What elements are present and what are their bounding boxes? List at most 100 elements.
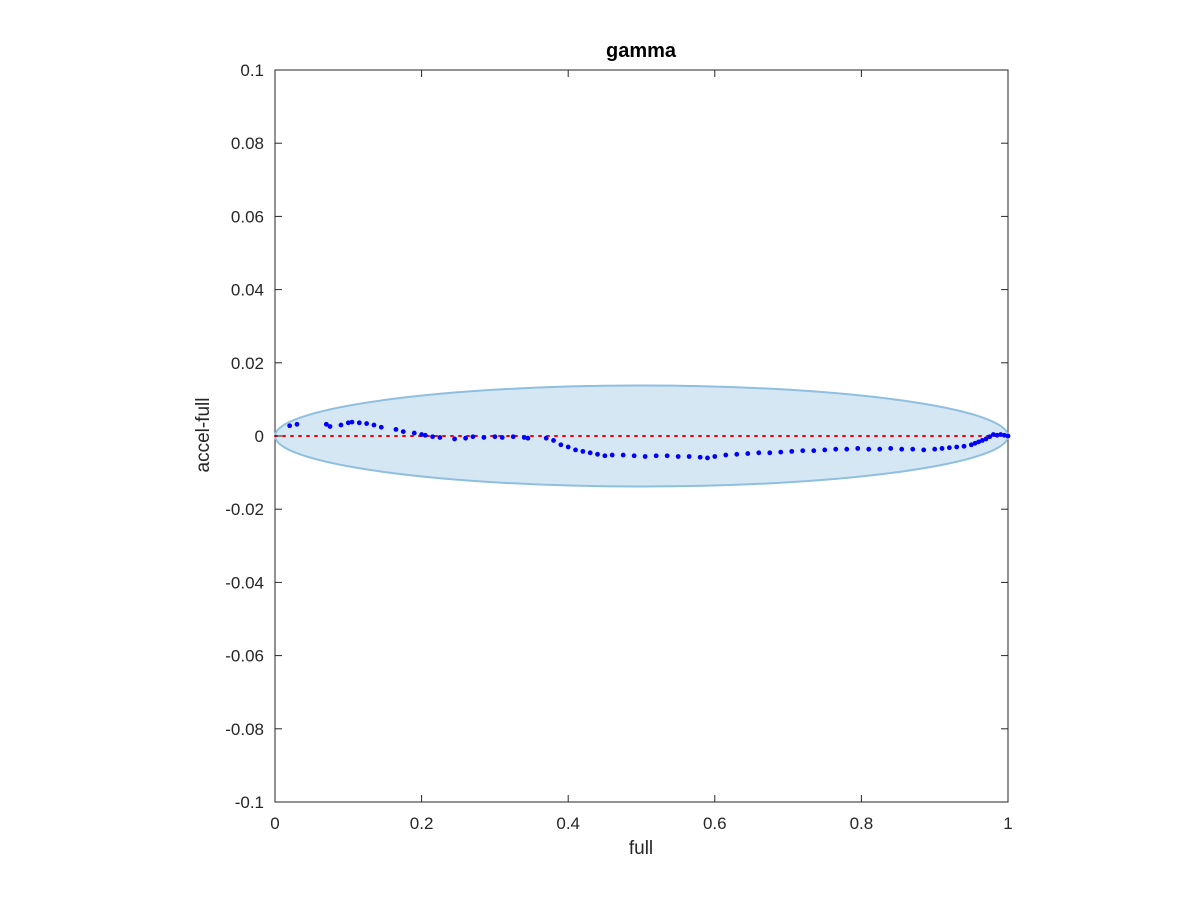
data-point: [946, 445, 952, 451]
data-point: [287, 423, 293, 429]
data-point: [888, 446, 894, 451]
data-point: [558, 442, 564, 448]
data-point: [968, 442, 974, 448]
data-point: [921, 447, 927, 453]
y-tick-label: 0.02: [231, 354, 264, 373]
x-axis-label: full: [629, 838, 653, 859]
data-point: [393, 427, 399, 432]
data-point: [675, 454, 681, 459]
data-point: [411, 430, 417, 436]
data-point: [756, 450, 762, 456]
y-axis-label: accel-full: [193, 398, 214, 473]
data-point: [609, 452, 615, 458]
x-tick-label: 0.6: [703, 814, 727, 833]
data-point: [620, 452, 626, 458]
data-point: [844, 446, 850, 452]
y-tick-label: -0.06: [225, 647, 264, 666]
data-point: [712, 454, 718, 459]
data-point: [686, 454, 692, 459]
data-point: [364, 421, 370, 426]
data-point: [631, 453, 637, 459]
data-point: [998, 432, 1004, 437]
y-tick-label: -0.08: [225, 720, 264, 739]
data-point: [972, 440, 978, 446]
data-point: [378, 424, 384, 430]
x-tick-label: 0.8: [850, 814, 874, 833]
data-point: [939, 446, 945, 451]
data-point: [910, 446, 916, 452]
data-point: [323, 421, 329, 427]
data-point: [521, 435, 527, 440]
data-point: [653, 453, 659, 459]
y-tick-label: 0: [255, 427, 264, 446]
data-point: [573, 447, 578, 453]
data-point: [932, 446, 938, 452]
data-point: [452, 436, 457, 442]
data-point: [580, 448, 586, 454]
y-tick-label: -0.02: [225, 500, 264, 519]
data-point: [587, 450, 593, 456]
y-tick-label: 0.06: [231, 207, 264, 226]
data-point: [602, 453, 608, 459]
data-point: [855, 446, 861, 451]
y-tick-label: 0.04: [231, 281, 264, 300]
x-tick-label: 0.4: [556, 814, 580, 833]
data-point: [734, 451, 740, 457]
data-point: [833, 446, 839, 452]
y-tick-label: 0.1: [240, 61, 264, 80]
plot-area: 0 0.2 0.4 0.6 0.8 1 0.1 0.08 0.06 0.04 0.02 0 -0.02 -…: [225, 61, 1012, 833]
data-point: [1001, 432, 1007, 438]
data-point: [822, 447, 828, 453]
x-tick-label: 1: [1003, 814, 1012, 833]
data-point: [961, 443, 967, 449]
data-point: [294, 421, 300, 427]
data-point: [371, 422, 377, 428]
data-point: [543, 435, 549, 441]
data-point: [356, 420, 362, 426]
data-point: [811, 448, 817, 454]
data-point: [430, 434, 435, 440]
data-point: [866, 446, 872, 452]
data-point: [954, 444, 960, 450]
data-point: [463, 435, 468, 441]
data-point: [705, 455, 710, 461]
data-point: [492, 434, 498, 440]
data-point: [437, 435, 443, 440]
data-point: [877, 446, 883, 452]
data-point: [1005, 433, 1011, 439]
data-point: [979, 437, 985, 443]
data-point: [778, 449, 784, 455]
data-point: [983, 436, 989, 442]
data-point: [987, 434, 993, 440]
data-point: [899, 446, 905, 452]
data-point: [595, 451, 600, 457]
y-tick-label: -0.1: [235, 793, 264, 812]
data-point: [800, 448, 806, 454]
data-point: [551, 437, 556, 443]
data-point: [499, 435, 505, 440]
data-point: [327, 424, 333, 429]
data-point: [419, 432, 424, 437]
data-point: [664, 453, 670, 459]
data-point: [723, 452, 729, 458]
data-point: [400, 429, 406, 435]
data-point: [767, 450, 773, 456]
data-point: [789, 448, 795, 454]
data-point: [994, 432, 1000, 438]
data-point: [990, 432, 996, 437]
x-tick-label: 0.2: [410, 814, 434, 833]
data-point: [525, 435, 531, 441]
data-point: [422, 432, 428, 438]
data-point: [349, 419, 355, 425]
data-point: [470, 434, 476, 440]
data-point: [565, 444, 571, 450]
data-point: [745, 451, 751, 456]
data-point: [697, 454, 703, 460]
data-point: [481, 435, 487, 440]
data-point: [510, 434, 516, 440]
data-point: [976, 439, 982, 445]
data-point: [338, 422, 344, 428]
y-tick-label: 0.08: [231, 134, 264, 153]
data-point: [642, 454, 648, 459]
